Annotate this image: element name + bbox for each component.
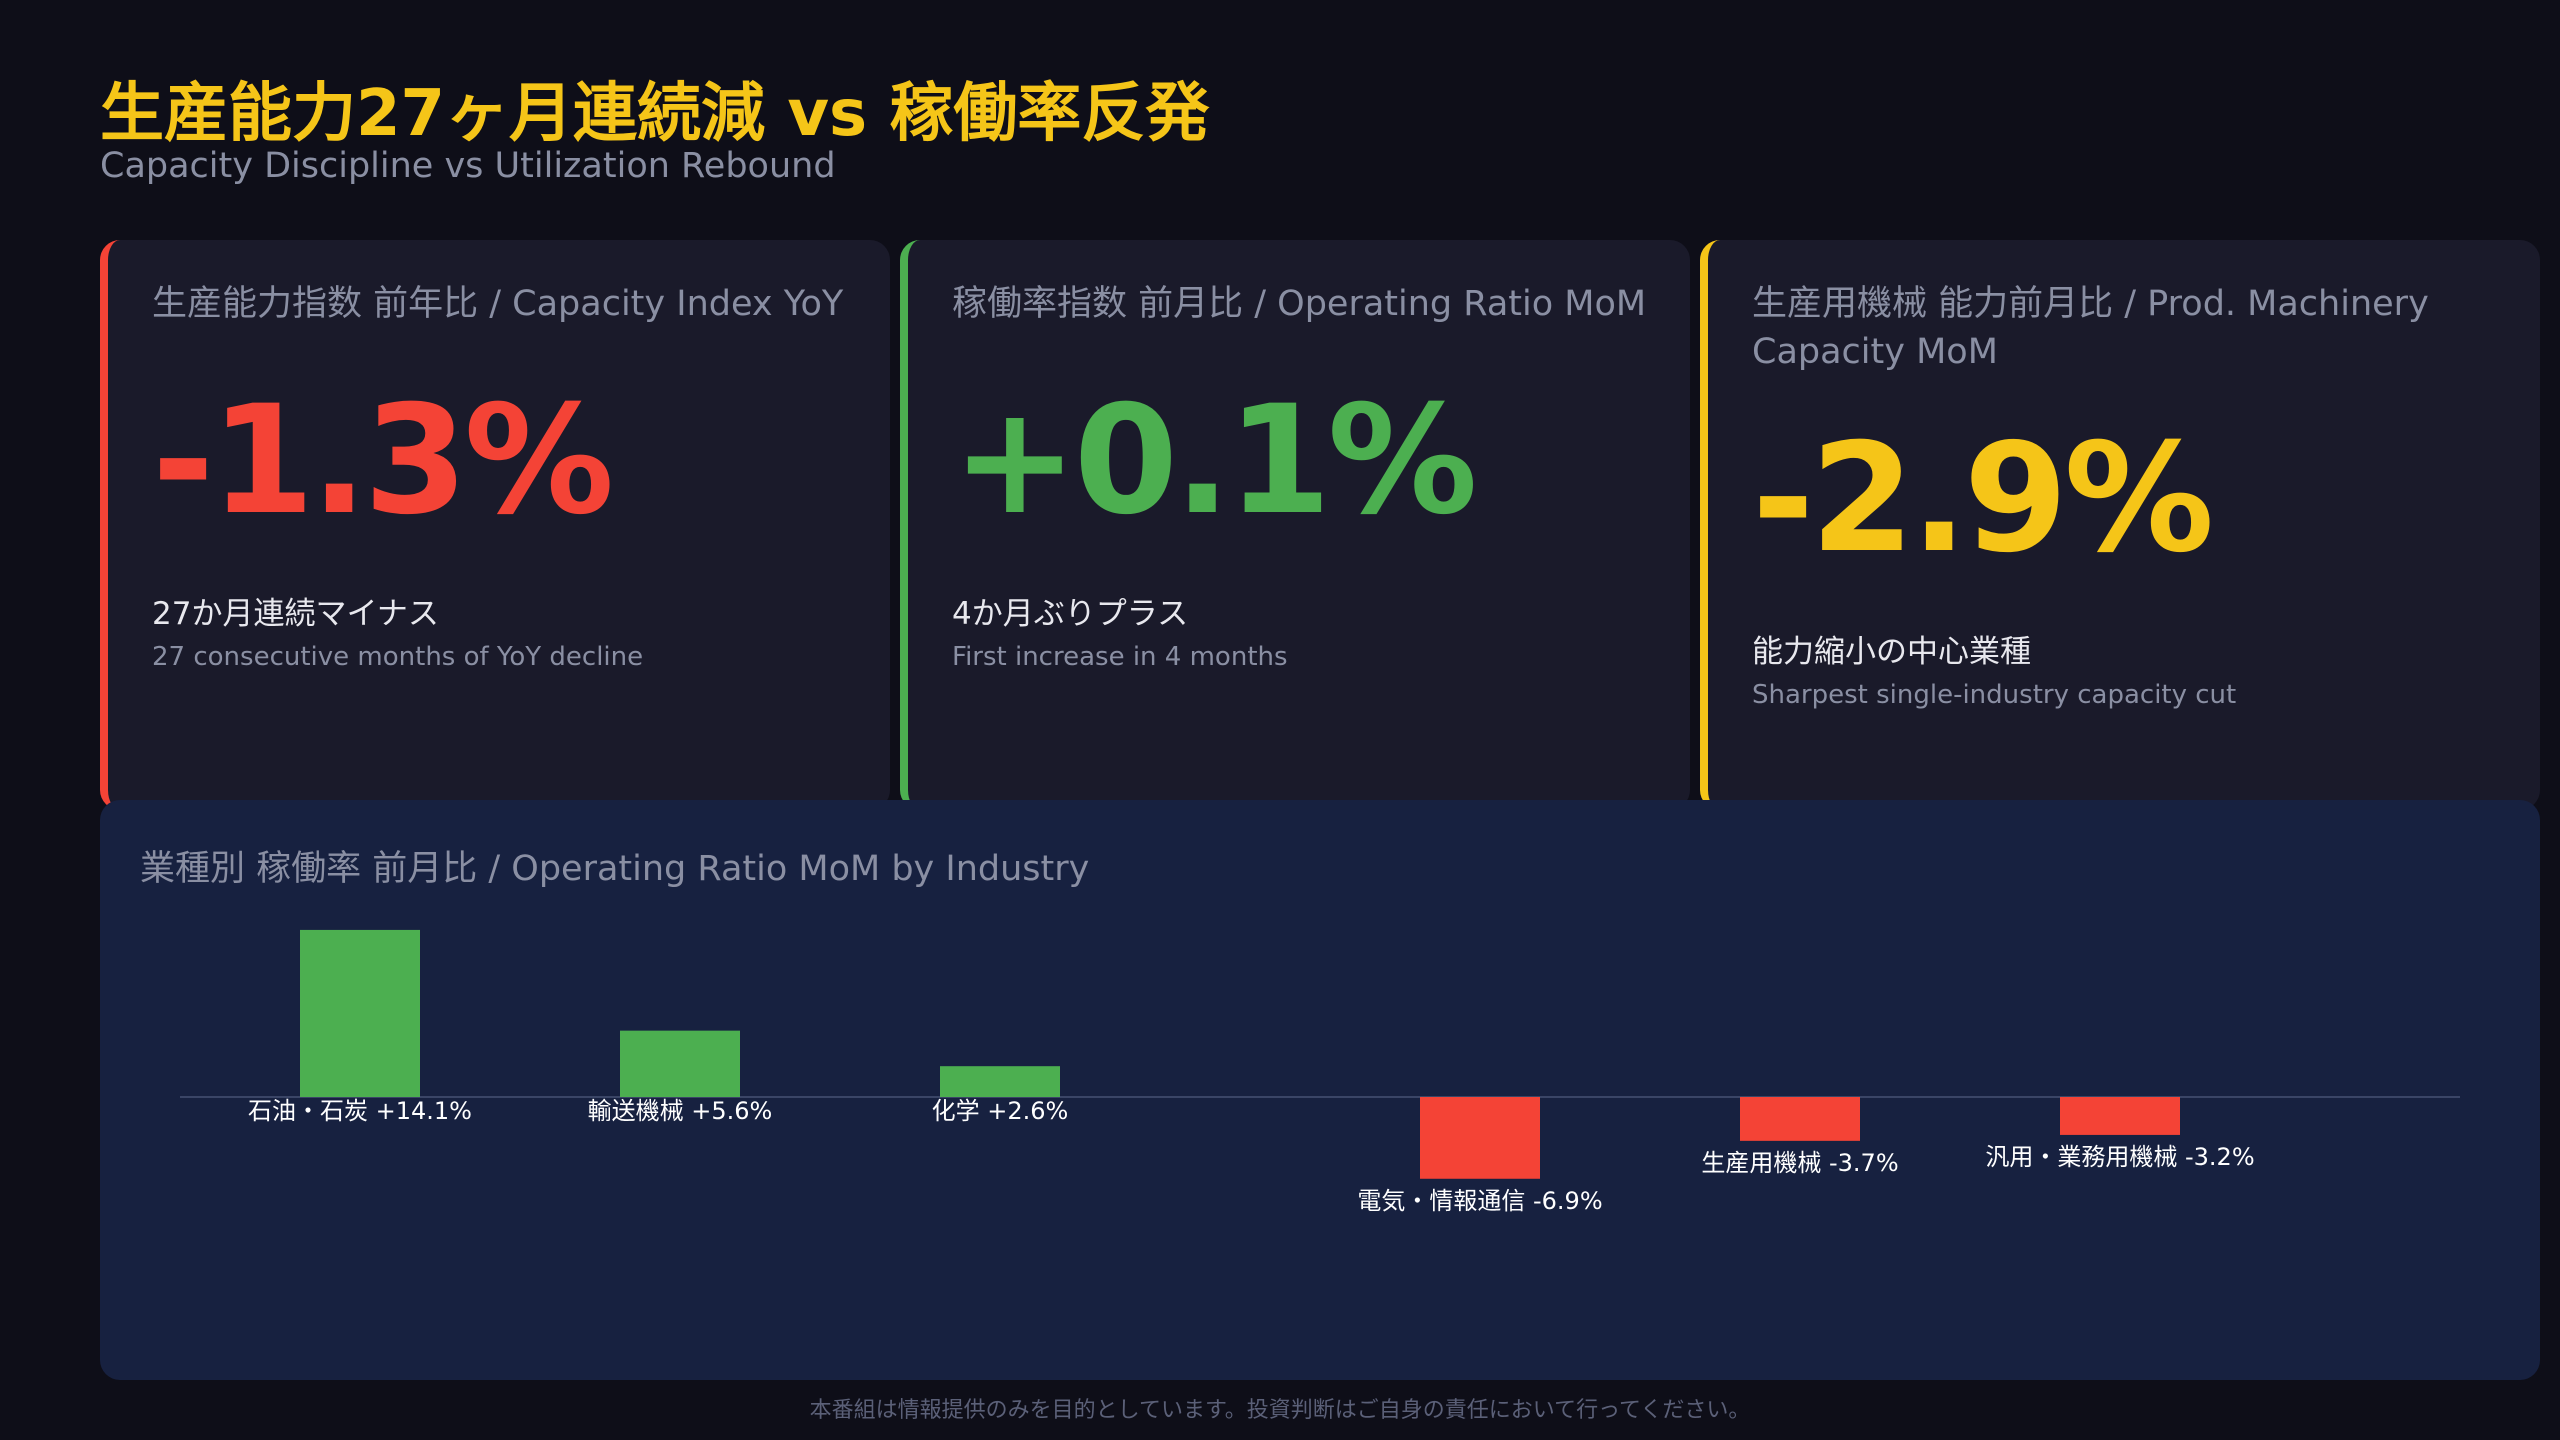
kpi-value: -2.9% [1752, 412, 2214, 586]
industry-chart-panel: 業種別 稼働率 前月比 / Operating Ratio MoM by Ind… [100, 800, 2540, 1380]
kpi-card-capacity-yoy: 生産能力指数 前年比 / Capacity Index YoY -1.3% 27… [100, 240, 890, 810]
kpi-card-operating-ratio-mom: 稼働率指数 前月比 / Operating Ratio MoM +0.1% 4か… [900, 240, 1690, 810]
chart-title: 業種別 稼働率 前月比 / Operating Ratio MoM by Ind… [140, 849, 1090, 889]
kpi-note-jp: 能力縮小の中心業種 [1752, 634, 2031, 670]
kpi-card-machinery-capacity-mom: 生産用機械 能力前月比 / Prod. Machinery Capacity M… [1700, 240, 2540, 810]
bar-2 [940, 1066, 1060, 1097]
bar-label-3: 電気・情報通信 -6.9% [1357, 1187, 1602, 1215]
kpi-value: -1.3% [152, 374, 614, 548]
kpi-label: 稼働率指数 前月比 / Operating Ratio MoM [952, 284, 1647, 324]
bar-4 [1740, 1097, 1860, 1141]
bar-label-5: 汎用・業務用機械 -3.2% [1985, 1143, 2254, 1171]
bar-label-4: 生産用機械 -3.7% [1701, 1149, 1898, 1177]
bar-3 [1420, 1097, 1540, 1179]
bar-label-1: 輸送機械 +5.6% [588, 1097, 773, 1125]
industry-bar-chart: 石油・石炭 +14.1% 輸送機械 +5.6% 化学 +2.6% 電気・情報通信 -6… [180, 929, 2460, 1215]
bar-0 [300, 929, 420, 1097]
kpi-note-en: First increase in 4 months [952, 642, 1288, 672]
kpi-note-en: Sharpest single-industry capacity cut [1752, 680, 2237, 710]
bar-5 [2060, 1097, 2180, 1135]
bar-1 [620, 1030, 740, 1097]
bar-label-0: 石油・石炭 +14.1% [248, 1097, 472, 1125]
disclaimer: 本番組は情報提供のみを目的としています。投資判断はご自身の責任において行ってくだ… [809, 1398, 1751, 1423]
kpi-note-jp: 27か月連続マイナス [152, 596, 439, 632]
kpi-label: 生産用機械 能力前月比 / Prod. Machinery Capacity M… [1752, 284, 2429, 372]
kpi-note-en: 27 consecutive months of YoY decline [152, 642, 644, 672]
kpi-label: 生産能力指数 前年比 / Capacity Index YoY [152, 284, 844, 324]
kpi-value: +0.1% [952, 374, 1478, 548]
page-title: 生産能力27ヶ月連続減 vs 稼働率反発 [100, 77, 1210, 151]
kpi-note-jp: 4か月ぶりプラス [952, 596, 1189, 632]
page-subtitle: Capacity Discipline vs Utilization Rebou… [100, 146, 836, 186]
bar-label-2: 化学 +2.6% [932, 1097, 1069, 1125]
